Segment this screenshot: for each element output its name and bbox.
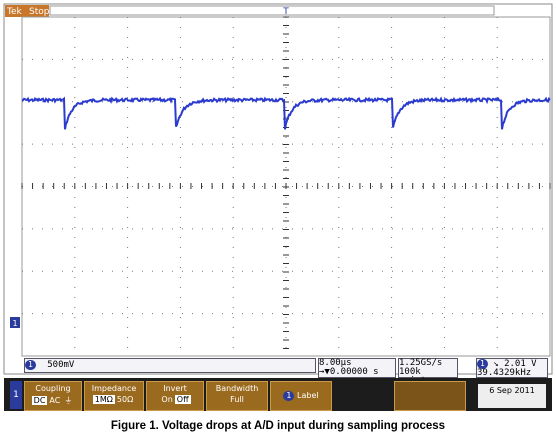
trigger-level: 2.01 V [504, 359, 537, 369]
acq-box: 1.25GS/s 100k points [398, 358, 458, 386]
coupling-option: ⏚ [64, 396, 73, 405]
caption: Figure 1. Voltage drops at A/D input dur… [110, 420, 446, 432]
bandwidth-label: Bandwidth [215, 384, 259, 393]
channel-chip: 1 [25, 360, 36, 370]
trigger-channel: 1 [477, 359, 488, 369]
trigger-marker: T [282, 7, 289, 17]
invert-label: Invert [163, 384, 187, 393]
bandwidth-option: Full [230, 395, 244, 404]
trigger-slope: ↘ [493, 359, 499, 369]
menu-channel: 1 [10, 381, 22, 409]
impedance-option: 50Ω [116, 395, 134, 404]
sample-rate: 1.25GS/s [399, 358, 443, 368]
frequency: 39.4329kHz [477, 368, 532, 378]
impedance-option: 1MΩ [92, 395, 115, 404]
label-channel: 1 [283, 391, 295, 401]
invert-option: Off [174, 395, 191, 404]
channel-marker: 1 [12, 319, 17, 328]
label-button[interactable]: 1 Label [270, 381, 332, 411]
waveform [21, 96, 551, 130]
date: 6 Sep 2011 [489, 386, 535, 395]
graticule [21, 16, 551, 357]
coupling-option: AC [49, 396, 61, 405]
record-bar [49, 5, 495, 16]
coupling-option: DC [31, 396, 48, 405]
impedance-button[interactable]: Impedance 1MΩ 50Ω [84, 381, 144, 411]
label-text: Label [297, 391, 319, 400]
delay: →▼0.00000 s [319, 367, 379, 377]
coupling-label: Coupling [35, 384, 71, 393]
status-bg [5, 5, 49, 17]
scope-screen: Tek Stop T 1 [3, 3, 553, 375]
brand: Tek [6, 7, 23, 17]
vertical-scale: 500mV [47, 360, 75, 370]
bandwidth-button[interactable]: Bandwidth Full [206, 381, 268, 411]
channel-marker-bg [10, 317, 20, 328]
date-box: 6 Sep 2011 [478, 384, 546, 408]
invert-option: On [161, 395, 173, 404]
run-status: Stop [29, 7, 50, 17]
timebase: 8.00µs [319, 358, 352, 368]
timebase-box: 8.00µs →▼0.00000 s [318, 358, 396, 378]
coupling-button[interactable]: Coupling DC AC ⏚ [24, 381, 82, 411]
screen-frame [3, 3, 553, 375]
impedance-label: Impedance [91, 384, 137, 393]
channel-box: 1 500mV [24, 358, 316, 373]
trigger-box: 1 ↘ 2.01 V 39.4329kHz [476, 358, 548, 378]
more-button[interactable] [394, 381, 466, 411]
invert-button[interactable]: Invert On Off [146, 381, 204, 411]
